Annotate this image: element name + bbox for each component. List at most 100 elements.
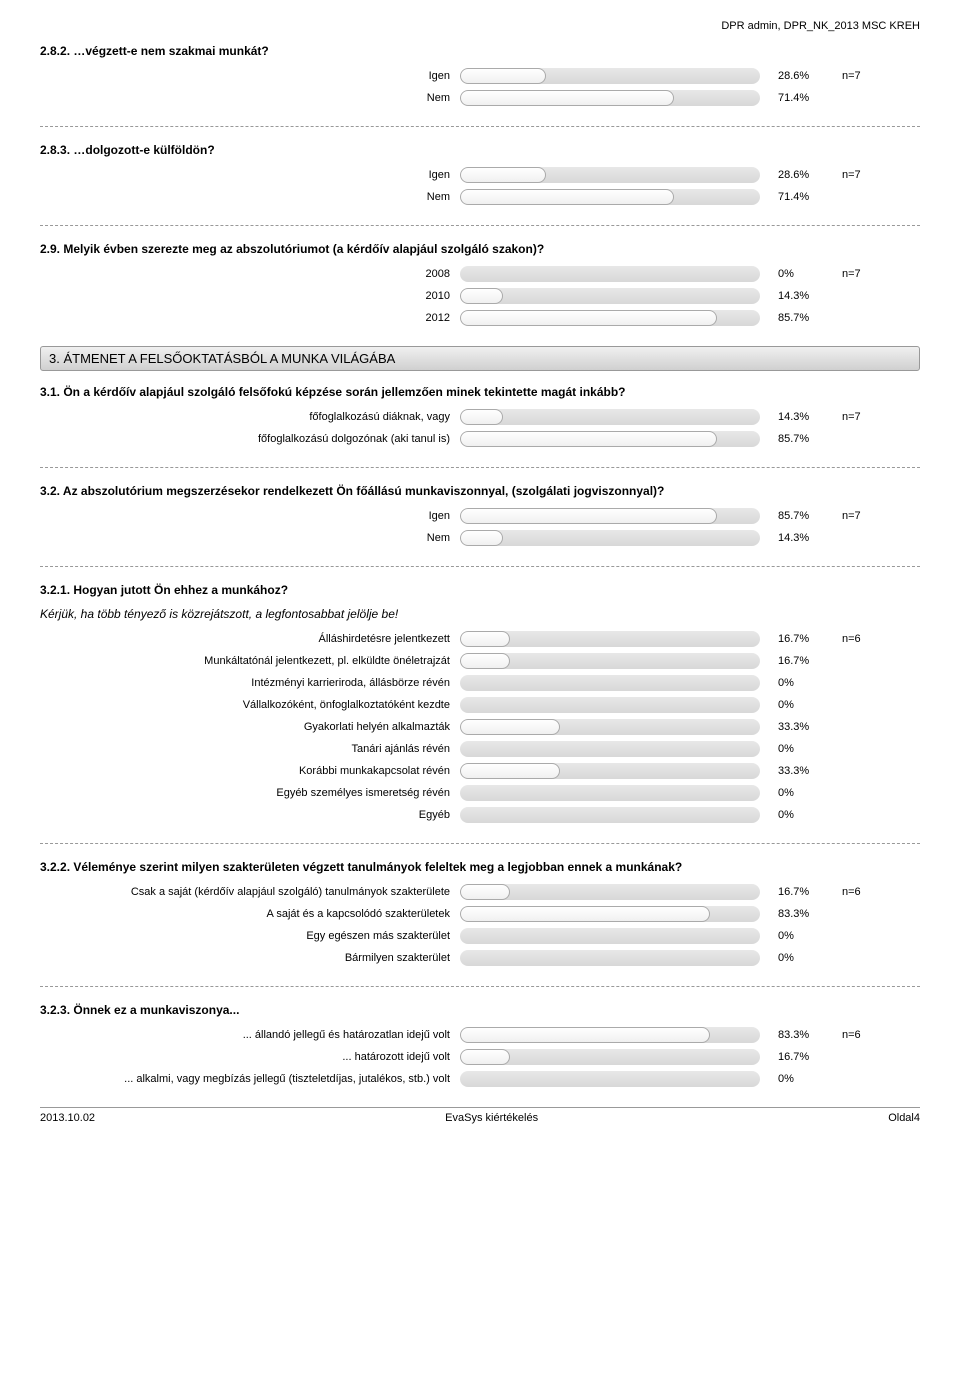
bar-track xyxy=(460,189,760,205)
section-3-header: 3. ÁTMENET A FELSŐOKTATÁSBÓL A MUNKA VIL… xyxy=(40,346,920,371)
bar-fill xyxy=(460,288,503,304)
bar-track xyxy=(460,675,760,691)
sample-size: n=7 xyxy=(830,510,861,522)
question-3-1: 3.1. Ön a kérdőív alapjául szolgáló fels… xyxy=(40,385,920,447)
answer-label: ... állandó jellegű és határozatlan idej… xyxy=(40,1029,460,1041)
answer-percent: 14.3% xyxy=(760,290,830,302)
answer-row: Csak a saját (kérdőív alapjául szolgáló)… xyxy=(40,884,920,900)
question-title: 3.2.1. Hogyan jutott Ön ehhez a munkához… xyxy=(40,583,920,597)
answer-percent: 16.7% xyxy=(760,655,830,667)
sample-size: n=6 xyxy=(830,633,861,645)
bar-track xyxy=(460,906,760,922)
answer-percent: 71.4% xyxy=(760,191,830,203)
answer-rows: 20080%n=7201014.3%201285.7% xyxy=(40,266,920,326)
bar-fill xyxy=(460,508,717,524)
answer-label: A saját és a kapcsolódó szakterületek xyxy=(40,908,460,920)
bar-track xyxy=(460,884,760,900)
divider xyxy=(40,566,920,567)
bar-fill xyxy=(460,719,560,735)
answer-row: Igen28.6%n=7 xyxy=(40,167,920,183)
footer-center: EvaSys kiértékelés xyxy=(445,1112,538,1124)
bar-fill xyxy=(460,310,717,326)
answer-percent: 85.7% xyxy=(760,510,830,522)
answer-percent: 0% xyxy=(760,952,830,964)
answer-row: ... állandó jellegű és határozatlan idej… xyxy=(40,1027,920,1043)
answer-row: Igen85.7%n=7 xyxy=(40,508,920,524)
answer-label: 2010 xyxy=(40,290,460,302)
answer-row: Nem 71.4% xyxy=(40,189,920,205)
answer-percent: 16.7% xyxy=(760,633,830,645)
answer-percent: 83.3% xyxy=(760,908,830,920)
answer-row: Korábbi munkakapcsolat révén 33.3% xyxy=(40,763,920,779)
question-title: 3.1. Ön a kérdőív alapjául szolgáló fels… xyxy=(40,385,920,399)
question-title: 3.2. Az abszolutórium megszerzésekor ren… xyxy=(40,484,920,498)
bar-track xyxy=(460,1049,760,1065)
bar-fill xyxy=(460,189,674,205)
bar-fill xyxy=(460,1049,510,1065)
bar-fill xyxy=(460,530,503,546)
bar-track xyxy=(460,928,760,944)
answer-row: Álláshirdetésre jelentkezett16.7%n=6 xyxy=(40,631,920,647)
answer-percent: 0% xyxy=(760,1073,830,1085)
answer-row: A saját és a kapcsolódó szakterületek 83.… xyxy=(40,906,920,922)
answer-rows: Igen85.7%n=7Nem14.3% xyxy=(40,508,920,546)
answer-label: Igen xyxy=(40,70,460,82)
answer-percent: 85.7% xyxy=(760,433,830,445)
sample-size: n=6 xyxy=(830,1029,861,1041)
answer-row: Egyéb0% xyxy=(40,807,920,823)
answer-row: Egy egészen más szakterület0% xyxy=(40,928,920,944)
bar-fill xyxy=(460,763,560,779)
answer-label: ... alkalmi, vagy megbízás jellegű (tisz… xyxy=(40,1073,460,1085)
bar-track xyxy=(460,807,760,823)
answer-percent: 16.7% xyxy=(760,1051,830,1063)
answer-percent: 16.7% xyxy=(760,886,830,898)
answer-label: 2008 xyxy=(40,268,460,280)
answer-label: Nem xyxy=(40,92,460,104)
bar-track xyxy=(460,763,760,779)
divider xyxy=(40,843,920,844)
bar-track xyxy=(460,68,760,84)
answer-label: Intézményi karrieriroda, állásbörze révé… xyxy=(40,677,460,689)
sample-size: n=6 xyxy=(830,886,861,898)
answer-label: Egyéb személyes ismeretség révén xyxy=(40,787,460,799)
bar-track xyxy=(460,1071,760,1087)
answer-percent: 71.4% xyxy=(760,92,830,104)
question-3-2-2: 3.2.2. Véleménye szerint milyen szakterü… xyxy=(40,860,920,966)
question-2-8-2: 2.8.2. …végzett-e nem szakmai munkát? Ig… xyxy=(40,44,920,106)
bar-track xyxy=(460,1027,760,1043)
bar-track xyxy=(460,631,760,647)
bar-track xyxy=(460,431,760,447)
question-3-2-1: 3.2.1. Hogyan jutott Ön ehhez a munkához… xyxy=(40,583,920,823)
answer-row: Munkáltatónál jelentkezett, pl. elküldte… xyxy=(40,653,920,669)
question-2-8-3: 2.8.3. …dolgozott-e külföldön? Igen28.6%… xyxy=(40,143,920,205)
bar-fill xyxy=(460,90,674,106)
answer-label: Csak a saját (kérdőív alapjául szolgáló)… xyxy=(40,886,460,898)
question-title: 3.2.2. Véleménye szerint milyen szakterü… xyxy=(40,860,920,874)
answer-percent: 85.7% xyxy=(760,312,830,324)
divider xyxy=(40,126,920,127)
answer-percent: 28.6% xyxy=(760,70,830,82)
answer-percent: 33.3% xyxy=(760,765,830,777)
sample-size: n=7 xyxy=(830,268,861,280)
question-title: 2.8.3. …dolgozott-e külföldön? xyxy=(40,143,920,157)
answer-row: Bármilyen szakterület 0% xyxy=(40,950,920,966)
answer-label: Korábbi munkakapcsolat révén xyxy=(40,765,460,777)
sample-size: n=7 xyxy=(830,70,861,82)
question-title: 3.2.3. Önnek ez a munkaviszonya... xyxy=(40,1003,920,1017)
answer-label: Bármilyen szakterület xyxy=(40,952,460,964)
answer-row: Egyéb személyes ismeretség révén0% xyxy=(40,785,920,801)
answer-label: Nem xyxy=(40,191,460,203)
answer-label: főfoglalkozású dolgozónak (aki tanul is) xyxy=(40,433,460,445)
divider xyxy=(40,467,920,468)
bar-track xyxy=(460,719,760,735)
answer-rows: Igen28.6%n=7 Nem 71.4% xyxy=(40,167,920,205)
answer-row: Intézményi karrieriroda, állásbörze révé… xyxy=(40,675,920,691)
bar-track xyxy=(460,310,760,326)
sample-size: n=7 xyxy=(830,169,861,181)
bar-fill xyxy=(460,884,510,900)
page-footer: 2013.10.02 EvaSys kiértékelés Oldal4 xyxy=(40,1107,920,1124)
answer-percent: 14.3% xyxy=(760,411,830,423)
bar-track xyxy=(460,409,760,425)
bar-track xyxy=(460,508,760,524)
bar-track xyxy=(460,167,760,183)
